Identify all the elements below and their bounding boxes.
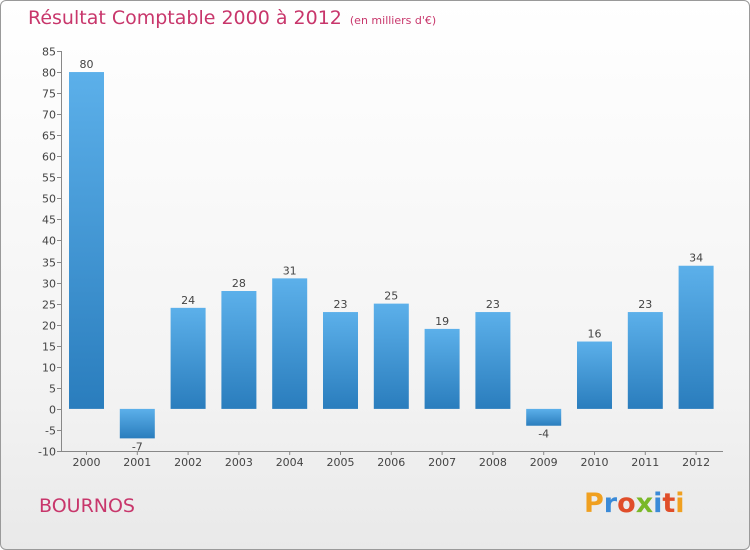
bar: [577, 341, 612, 409]
x-tick-label: 2000: [73, 456, 101, 469]
y-tick-label: 30: [42, 278, 56, 291]
data-label: 23: [486, 298, 500, 311]
x-tick-label: 2006: [377, 456, 405, 469]
y-tick-label: 5: [49, 383, 56, 396]
chart-title: Résultat Comptable 2000 à 2012 (en millie…: [28, 7, 436, 29]
data-label: 23: [638, 298, 652, 311]
y-tick-label: -10: [38, 446, 56, 459]
logo-letter: r: [603, 488, 618, 519]
y-tick-label: 55: [42, 172, 56, 185]
y-tick-label: 60: [42, 151, 56, 164]
x-tick-label: 2001: [123, 456, 151, 469]
logo-letter: i: [653, 488, 663, 519]
data-label: 23: [334, 298, 348, 311]
x-tick-label: 2002: [174, 456, 202, 469]
y-tick-label: 80: [42, 67, 56, 80]
bar: [526, 408, 562, 426]
data-label: 80: [80, 58, 94, 71]
data-label: 31: [283, 264, 297, 277]
y-tick-label: 35: [42, 257, 56, 270]
data-label: 25: [384, 290, 398, 303]
bar: [69, 72, 104, 409]
y-tick-label: 10: [42, 362, 56, 375]
y-tick-label: 15: [42, 341, 56, 354]
x-tick-label: 2008: [479, 456, 507, 469]
axes: -10 -5 0 5 10 15 20 25 30 35 40 45 50 55 60 65 70 75 80 85 2…: [38, 46, 723, 469]
x-tick-label: 2010: [581, 456, 609, 469]
data-label: 34: [689, 252, 703, 265]
bar: [323, 312, 358, 409]
y-tick-label: 40: [42, 235, 56, 248]
bar: [170, 307, 206, 409]
bar: [475, 312, 511, 409]
x-tick-label: 2004: [276, 456, 304, 469]
bar: [627, 312, 663, 409]
logo-letter: x: [635, 488, 654, 519]
data-labels: 80 -7 24 28 31 23 25 19 23 -4 16 23 34: [80, 58, 704, 453]
data-label: -4: [538, 428, 549, 441]
y-tick-label: 85: [42, 46, 56, 59]
y-tick-label: -5: [45, 425, 56, 438]
data-label: -7: [132, 440, 143, 453]
x-tick-label: 2012: [682, 456, 710, 469]
bar: [424, 328, 460, 409]
data-label: 16: [588, 328, 602, 341]
chart-title-main: Résultat Comptable 2000 à 2012: [28, 7, 342, 29]
bar: [221, 291, 257, 409]
x-tick-label: 2007: [428, 456, 456, 469]
x-tick-label: 2005: [327, 456, 355, 469]
y-tick-label: 25: [42, 299, 56, 312]
data-label: 24: [181, 294, 195, 307]
y-tick-label: 45: [42, 214, 56, 227]
x-tick-label: 2011: [631, 456, 659, 469]
logo-letter: i: [675, 488, 685, 519]
y-tick-label: 50: [42, 193, 56, 206]
y-tick-label: 65: [42, 130, 56, 143]
logo-letter: o: [617, 488, 636, 519]
commune-name: BOURNOS: [39, 495, 135, 517]
y-tick-label: 75: [42, 88, 56, 101]
logo-letter: P: [584, 488, 604, 519]
x-tick-label: 2009: [530, 456, 558, 469]
data-label: 28: [232, 277, 246, 290]
y-tick-label: 70: [42, 109, 56, 122]
chart-title-unit: (en milliers d'€): [349, 14, 437, 27]
bar: [272, 278, 308, 409]
y-tick-label: 20: [42, 320, 56, 333]
bar: [678, 265, 714, 409]
logo-letter: t: [662, 488, 676, 519]
y-tick-label: 0: [49, 404, 56, 417]
proxiti-logo[interactable]: Proxiti: [584, 488, 685, 519]
x-tick-label: 2003: [225, 456, 253, 469]
bar: [119, 408, 155, 439]
data-label: 19: [435, 315, 449, 328]
bar: [373, 303, 409, 409]
bars: [69, 72, 714, 439]
